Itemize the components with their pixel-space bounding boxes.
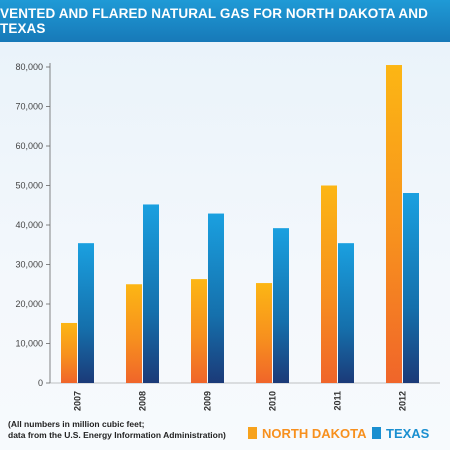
bar-north-dakota-2011 xyxy=(321,185,337,383)
chart-title: VENTED AND FLARED NATURAL GAS FOR NORTH … xyxy=(0,6,428,36)
bar-north-dakota-2010 xyxy=(256,283,272,383)
legend-label-texas: TEXAS xyxy=(386,425,430,441)
y-tick-label: 40,000 xyxy=(15,220,43,230)
x-axis-labels: 2007 2008 2009 2010 2011 2012 xyxy=(73,391,408,411)
x-tick-label-2010: 2010 xyxy=(268,391,278,411)
y-tick-label: 30,000 xyxy=(15,260,43,270)
y-tick-label: 20,000 xyxy=(15,299,43,309)
y-tick-label: 80,000 xyxy=(15,62,43,72)
source-note: (All numbers in million cubic feet; data… xyxy=(8,419,248,441)
bar-texas-2012 xyxy=(403,193,419,383)
bar-texas-2007 xyxy=(78,243,94,383)
bar-north-dakota-2007 xyxy=(61,322,77,383)
bar-texas-2008 xyxy=(143,204,159,383)
legend-label-north-dakota: NORTH DAKOTA xyxy=(262,425,367,441)
y-tick-label: 60,000 xyxy=(15,141,43,151)
y-tick-label: 0 xyxy=(38,378,43,388)
bar-texas-2010 xyxy=(273,228,289,383)
bar-texas-2009 xyxy=(208,213,224,383)
x-tick-label-2008: 2008 xyxy=(138,391,148,411)
bar-texas-2011 xyxy=(338,243,354,383)
x-tick-label-2012: 2012 xyxy=(398,391,408,411)
legend-texas: TEXAS xyxy=(372,425,430,441)
source-note-line2: data from the U.S. Energy Information Ad… xyxy=(8,430,226,440)
y-tick-label: 70,000 xyxy=(15,102,43,112)
bar-north-dakota-2012 xyxy=(386,65,402,384)
legend-swatch-texas xyxy=(372,427,381,439)
legend-swatch-north-dakota xyxy=(248,427,257,439)
x-tick-label-2009: 2009 xyxy=(203,391,213,411)
x-tick-label-2011: 2011 xyxy=(333,391,343,411)
bar-chart: 0 10,000 20,000 30,000 40,000 50,000 60,000 70,… xyxy=(15,62,440,411)
chart-title-banner: VENTED AND FLARED NATURAL GAS FOR NORTH … xyxy=(0,0,450,42)
bars-group xyxy=(61,65,419,384)
bar-north-dakota-2008 xyxy=(126,284,142,383)
bar-north-dakota-2009 xyxy=(191,279,207,383)
y-axis-ticks: 0 10,000 20,000 30,000 40,000 50,000 60,000 70,… xyxy=(15,62,440,388)
y-tick-label: 50,000 xyxy=(15,181,43,191)
legend-north-dakota: NORTH DAKOTA xyxy=(248,425,367,441)
source-note-line1: (All numbers in million cubic feet; xyxy=(8,419,145,429)
y-tick-label: 10,000 xyxy=(15,339,43,349)
x-tick-label-2007: 2007 xyxy=(73,391,83,411)
